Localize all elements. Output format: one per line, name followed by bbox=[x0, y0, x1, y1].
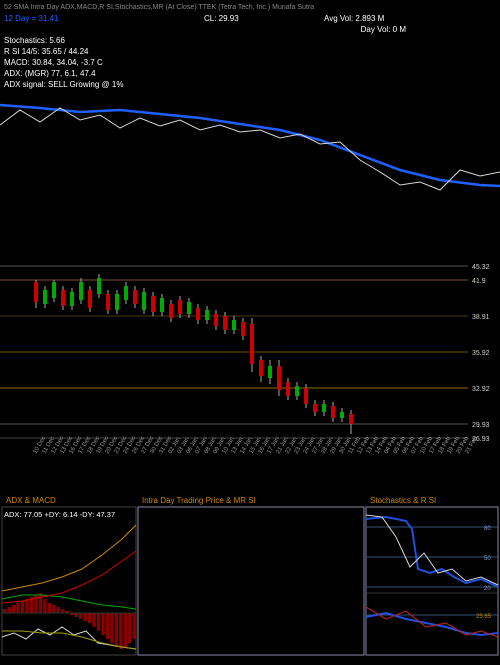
svg-text:Intra Day Trading Price & MR: Intra Day Trading Price & MR SI bbox=[142, 496, 256, 505]
svg-text:25.65: 25.65 bbox=[476, 614, 492, 620]
macd-value: MACD: 30.84, 34.04, -3.7 C bbox=[4, 57, 496, 68]
svg-text:38.91: 38.91 bbox=[472, 314, 490, 321]
indicator-panels: ADX & MACD ADX: 77.05 +DY: 6.14 -DY: 47.3… bbox=[0, 495, 500, 665]
svg-text:80: 80 bbox=[484, 526, 491, 532]
svg-text:45.32: 45.32 bbox=[472, 264, 490, 271]
adx-value: ADX: (MGR) 77, 6.1, 47.4 bbox=[4, 68, 496, 79]
svg-text:50: 50 bbox=[484, 556, 491, 562]
sma-12day: 12 Day = 31.41 bbox=[4, 13, 58, 24]
stochastics-value: Stochastics: 5.66 bbox=[4, 35, 496, 46]
svg-text:20: 20 bbox=[484, 586, 491, 592]
close-price: CL: 29.93 bbox=[204, 13, 239, 24]
svg-text:32.92: 32.92 bbox=[472, 386, 490, 393]
main-line-chart bbox=[0, 100, 500, 215]
header-info: 52 SMA Intra Day ADX,MACD,R SI,Stochasti… bbox=[4, 2, 496, 90]
top-tiny-line: 52 SMA Intra Day ADX,MACD,R SI,Stochasti… bbox=[4, 2, 496, 13]
svg-text:29.93: 29.93 bbox=[472, 422, 490, 429]
svg-text:Stochastics & R SI: Stochastics & R SI bbox=[370, 496, 436, 505]
svg-text:ADX: 77.05 +DY: 6.14 -DY: 47.3: ADX: 77.05 +DY: 6.14 -DY: 47.37 bbox=[4, 510, 115, 519]
svg-text:35.92: 35.92 bbox=[472, 350, 490, 357]
svg-text:ADX & MACD: ADX & MACD bbox=[6, 496, 56, 505]
avg-vol: Avg Vol: 2.893 M bbox=[324, 13, 384, 24]
day-vol: Day Vol: 0 M bbox=[4, 24, 496, 35]
rsi-value: R SI 14/5: 35.65 / 44.24 bbox=[4, 46, 496, 57]
candlestick-chart: 45.3241.938.9135.9232.9229.9326.9310 Dec… bbox=[0, 260, 500, 480]
adx-signal: ADX signal: SELL Growing @ 1% bbox=[4, 79, 496, 90]
svg-text:41.9: 41.9 bbox=[472, 278, 486, 285]
